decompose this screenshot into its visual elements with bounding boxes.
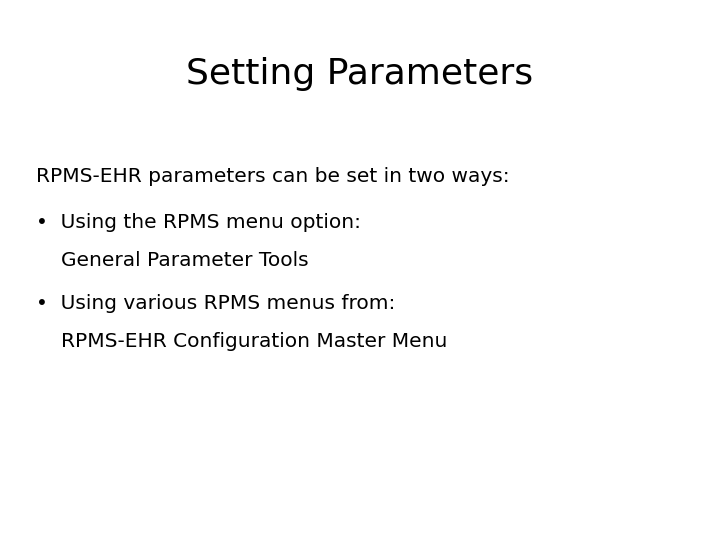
Text: RPMS-EHR parameters can be set in two ways:: RPMS-EHR parameters can be set in two wa… <box>36 167 510 186</box>
Text: •  Using the RPMS menu option:: • Using the RPMS menu option: <box>36 213 361 232</box>
Text: Setting Parameters: Setting Parameters <box>186 57 534 91</box>
Text: •  Using various RPMS menus from:: • Using various RPMS menus from: <box>36 294 395 313</box>
Text: General Parameter Tools: General Parameter Tools <box>61 251 309 270</box>
Text: RPMS-EHR Configuration Master Menu: RPMS-EHR Configuration Master Menu <box>61 332 448 351</box>
